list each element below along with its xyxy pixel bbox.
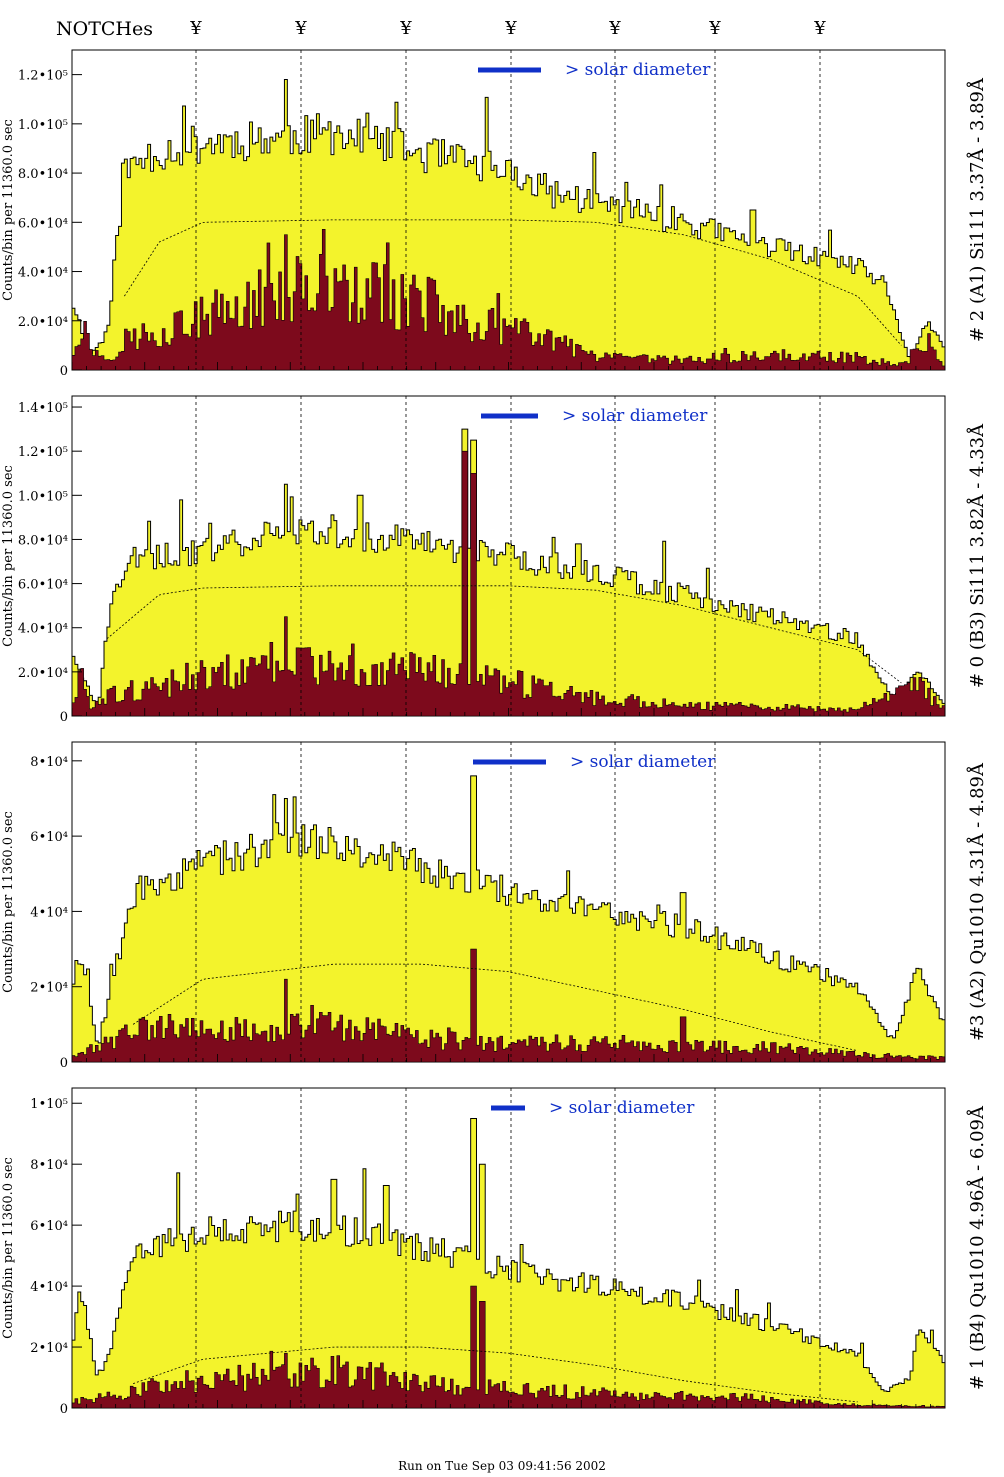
y-tick-label: 1.4•10⁵ (18, 401, 68, 416)
y-tick-label: 4.0•10⁴ (18, 266, 68, 281)
series-sub-area (71, 1285, 946, 1409)
panel-3: 0 2•10⁴ 4•10⁴ 6•10⁴ 8•10⁴ 1•10⁵ Counts/bin per… (1, 1087, 988, 1417)
series-model-line (124, 219, 902, 346)
series-model-line (132, 963, 858, 1052)
series-sub-area (71, 948, 946, 1063)
panel-0: 0 2.0•10⁴ 4.0•10⁴ 6.0•10⁴ 8.0•10⁴ 1.0•10⁵ 1.2•… (1, 49, 988, 379)
y-tick-label: 6•10⁴ (30, 830, 68, 845)
run-timestamp: Run on Tue Sep 03 09:41:56 2002 (398, 1459, 606, 1473)
y-tick-label: 1.0•10⁵ (18, 489, 68, 504)
panel-label: #3 (A2) Qu1010 4.31Å - 4.89Å (966, 762, 988, 1041)
series-total-area (71, 1117, 946, 1409)
y-tick-label: 4•10⁴ (30, 905, 68, 920)
panel-label: # 0 (B3) Si111 3.82Å - 4.33Å (966, 423, 988, 688)
y-tick-label: 8•10⁴ (30, 755, 68, 770)
panel-label: # 1 (B4) Qu1010 4.96Å - 6.09Å (966, 1105, 988, 1390)
y-tick-label: 0 (60, 1402, 68, 1417)
y-tick-label: 8.0•10⁴ (18, 533, 68, 548)
notch-marker: ¥ (814, 18, 826, 39)
notch-marker: ¥ (295, 18, 307, 39)
y-tick-label: 0 (60, 710, 68, 725)
solar-diameter-label: > solar diameter (565, 60, 711, 80)
solar-diameter-label: > solar diameter (562, 406, 708, 426)
y-tick-label: 0 (60, 1056, 68, 1071)
y-tick-label: 1•10⁵ (30, 1097, 68, 1112)
y-tick-label: 8•10⁴ (30, 1158, 68, 1173)
y-tick-label: 1.2•10⁵ (18, 445, 68, 460)
series-model-line (132, 1346, 858, 1403)
notch-marker: ¥ (505, 18, 517, 39)
notch-marker: ¥ (609, 18, 621, 39)
y-tick-label: 4.0•10⁴ (18, 622, 68, 637)
y-tick-label: 2•10⁴ (30, 981, 68, 996)
series-sub-area (71, 228, 946, 371)
y-tick-label: 6.0•10⁴ (18, 578, 68, 593)
series-total-area (71, 428, 946, 717)
solar-diameter-label: > solar diameter (570, 752, 716, 772)
y-tick-label: 0 (60, 364, 68, 379)
y-tick-label: 8.0•10⁴ (18, 167, 68, 182)
y-tick-label: 6.0•10⁴ (18, 216, 68, 231)
y-tick-label: 2.0•10⁴ (18, 666, 68, 681)
notch-marker: ¥ (709, 18, 721, 39)
notch-marker: ¥ (190, 18, 202, 39)
series-total-area (71, 775, 946, 1063)
solar-diameter-label: > solar diameter (549, 1098, 695, 1118)
y-axis-label: Counts/bin per 11360.0 sec (1, 1157, 16, 1339)
y-tick-label: 1.0•10⁵ (18, 118, 68, 133)
series-sub-area (71, 450, 946, 717)
notches-label: NOTCHes (56, 18, 153, 40)
y-axis-label: Counts/bin per 11360.0 sec (1, 119, 16, 301)
y-axis-label: Counts/bin per 11360.0 sec (1, 465, 16, 647)
y-tick-label: 1.2•10⁵ (18, 69, 68, 84)
y-tick-label: 6•10⁴ (30, 1219, 68, 1234)
y-axis-label: Counts/bin per 11360.0 sec (1, 811, 16, 993)
panel-label: # 2 (A1) Si111 3.37Å - 3.89Å (966, 77, 988, 342)
y-tick-label: 2.0•10⁴ (18, 315, 68, 330)
y-tick-label: 2•10⁴ (30, 1341, 68, 1356)
series-model-line (106, 585, 902, 684)
panel-1: 0 2.0•10⁴ 4.0•10⁴ 6.0•10⁴ 8.0•10⁴ 1.0•10⁵ 1.2•… (1, 395, 988, 725)
y-tick-label: 4•10⁴ (30, 1280, 68, 1295)
notch-marker: ¥ (400, 18, 412, 39)
panel-2: 0 2•10⁴ 4•10⁴ 6•10⁴ 8•10⁴ Counts/bin per 1136… (1, 741, 988, 1071)
